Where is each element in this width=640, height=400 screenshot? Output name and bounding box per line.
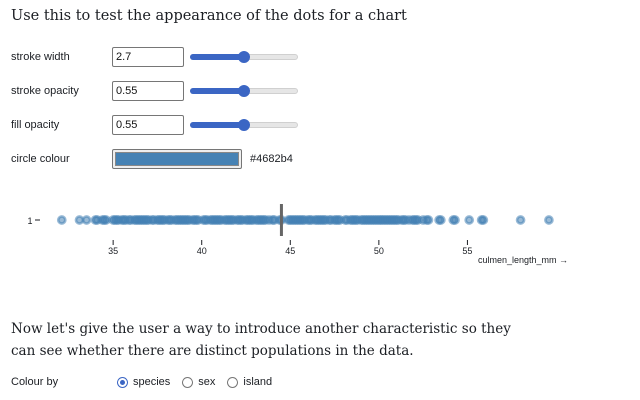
stroke-width-input[interactable] [112,47,184,67]
colour-hex-value: #4682b4 [250,153,293,165]
x-tick-label: 35 [108,246,118,256]
dot-plot-chart: 1 35 40 45 50 55 culmen_length_mm → [27,204,568,265]
slider-thumb[interactable] [238,51,250,63]
data-point [56,215,67,225]
stroke-width-label: stroke width [11,51,70,63]
fill-opacity-label: fill opacity [11,119,60,131]
slider-thumb[interactable] [238,119,250,131]
data-point [478,215,489,225]
x-tick-label: 40 [197,246,207,256]
colour-swatch [115,152,239,166]
radio-circle[interactable] [182,376,194,388]
fill-opacity-input[interactable] [112,115,184,135]
circle-colour-control: circle colour #4682b4 [11,148,293,170]
stroke-opacity-input[interactable] [112,81,184,101]
stroke-opacity-control: stroke opacity [11,80,298,102]
colour-by-control: Colour by species sex island [11,372,284,392]
slider-thumb[interactable] [238,85,250,97]
colour-by-label: Colour by [11,376,59,388]
x-axis: 35 40 45 50 55 [108,240,472,256]
colour-picker[interactable] [112,149,242,169]
radio-circle[interactable] [117,376,128,388]
radio-sex[interactable]: sex [182,376,215,388]
stroke-width-slider[interactable] [190,50,298,64]
radio-label-sex: sex [198,376,216,388]
radio-circle[interactable] [227,376,239,388]
x-tick-label: 55 [462,246,472,256]
x-tick-label: 45 [285,246,295,256]
radio-label-island: island [243,376,273,388]
data-point [436,215,446,225]
radio-label-species: species [133,376,171,388]
circle-colour-label: circle colour [11,153,70,165]
data-point [450,215,460,225]
stroke-opacity-slider[interactable] [190,84,298,98]
data-point [81,215,92,225]
dots-group [56,215,554,225]
page-heading: Use this to test the appearance of the d… [11,8,407,24]
median-marker [279,204,283,236]
data-point [515,215,526,225]
radio-species[interactable]: species [117,376,170,388]
fill-opacity-control: fill opacity [11,114,298,136]
data-point [464,215,475,225]
data-point [544,215,554,225]
x-tick-label: 50 [374,246,384,256]
x-axis-label: culmen_length_mm → [478,255,568,265]
stroke-opacity-label: stroke opacity [11,85,79,97]
radio-island[interactable]: island [227,376,272,388]
y-tick-label: 1 [27,216,32,226]
data-point [423,215,434,225]
fill-opacity-slider[interactable] [190,118,298,132]
intro-paragraph: Now let's give the user a way to introdu… [11,321,511,359]
stroke-width-control: stroke width [11,46,298,68]
